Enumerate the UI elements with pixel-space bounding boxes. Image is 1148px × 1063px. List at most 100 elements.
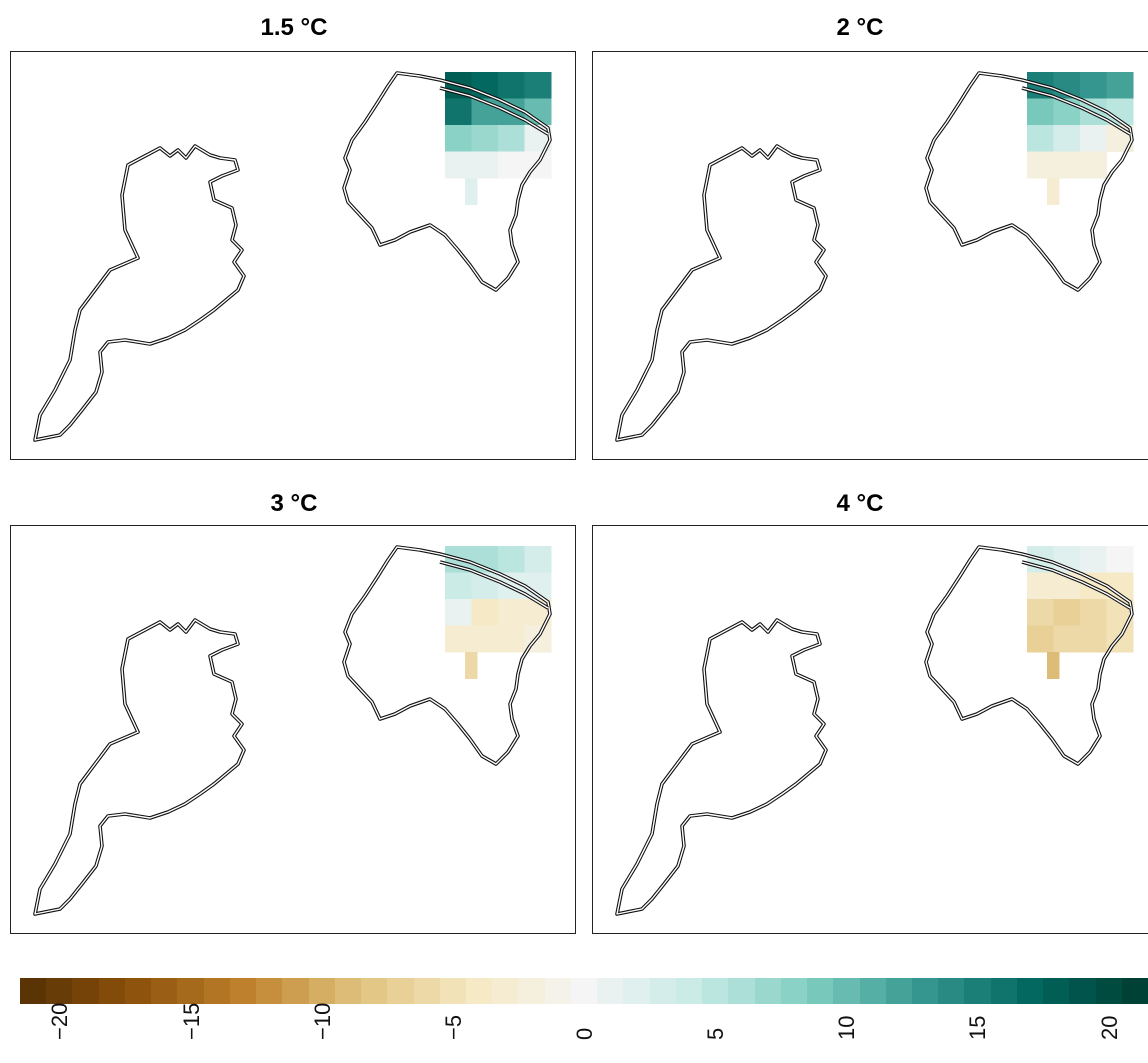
colorbar-swatch	[203, 978, 230, 1004]
raster-cell	[1053, 599, 1081, 626]
raster-cell	[445, 98, 472, 126]
colorbar-swatch	[702, 978, 729, 1004]
raster-cell	[1027, 625, 1054, 653]
coastline-inner	[439, 87, 549, 135]
region-outline-right-inner	[343, 72, 551, 291]
colorbar-swatch	[334, 978, 362, 1004]
colorbar-swatch	[124, 978, 152, 1004]
colorbar-swatch	[1043, 978, 1070, 1004]
colorbar-swatch	[1016, 978, 1044, 1004]
colorbar-swatch	[1069, 978, 1096, 1004]
panel-title-1: 1.5 °C	[260, 14, 328, 41]
raster-cell	[445, 125, 472, 152]
region-outline-right-inner	[925, 72, 1133, 291]
raster-cell	[1027, 151, 1054, 179]
colorbar-tick-label: −5	[440, 1014, 466, 1040]
colorbar	[20, 978, 1148, 1004]
colorbar-tick-label: 5	[703, 1027, 729, 1040]
raster-cell	[445, 151, 472, 179]
raster-cell	[445, 572, 472, 600]
colorbar-tick-label: 10	[834, 1015, 860, 1040]
colorbar-swatch	[177, 978, 204, 1004]
colorbar-swatch	[151, 978, 178, 1004]
map-panel-3	[10, 525, 576, 934]
colorbar-swatch	[964, 978, 991, 1004]
raster-cell	[498, 72, 525, 99]
raster-cell	[1053, 125, 1081, 152]
colorbar-tick-label: −10	[309, 1002, 335, 1040]
colorbar-swatch	[413, 978, 440, 1004]
colorbar-swatch	[282, 978, 309, 1004]
coastline-inner	[1021, 561, 1131, 609]
colorbar-swatch	[807, 978, 834, 1004]
raster-cell	[1080, 125, 1107, 152]
raster-cell	[465, 652, 478, 679]
map-layer	[33, 71, 1134, 916]
raster-cell	[1027, 98, 1054, 126]
raster-cell	[1106, 72, 1134, 99]
raster-cell	[498, 125, 525, 152]
colorbar-swatch	[649, 978, 676, 1004]
raster-cell	[471, 599, 499, 626]
region-outline-right-inner	[925, 546, 1133, 765]
region-outline-left	[33, 618, 246, 916]
raster-cell	[524, 546, 552, 573]
raster-cell	[471, 125, 499, 152]
colorbar-tick-label: 0	[572, 1027, 597, 1040]
colorbar-swatch	[46, 978, 73, 1004]
colorbar-swatch	[754, 978, 781, 1004]
colorbar-swatch	[938, 978, 965, 1004]
raster-cell	[1027, 572, 1054, 600]
raster-cell	[1047, 178, 1060, 205]
panel-title-4: 4 °C	[836, 490, 884, 517]
colorbar-swatch	[885, 978, 912, 1004]
colorbar-swatch	[492, 978, 519, 1004]
raster-cell	[498, 546, 525, 573]
colorbar-swatch	[570, 978, 598, 1004]
region-outline-left	[615, 618, 828, 916]
raster-cell	[1047, 652, 1060, 679]
map-panel-4-content	[615, 545, 1134, 916]
raster-cell	[1027, 125, 1054, 152]
raster-cell	[445, 599, 472, 626]
raster-cell	[1080, 546, 1107, 573]
colorbar-swatch	[518, 978, 545, 1004]
region-outline-right-inner	[343, 546, 551, 765]
colorbar-swatch	[675, 978, 703, 1004]
region-outline-left	[33, 144, 246, 442]
raster-cell	[1027, 599, 1054, 626]
colorbar-swatch	[859, 978, 886, 1004]
raster-cell	[1053, 625, 1081, 653]
raster-cell	[1080, 599, 1107, 626]
colorbar-tick-label: −15	[178, 1002, 204, 1040]
colorbar-swatch	[1121, 978, 1148, 1004]
colorbar-swatch	[229, 978, 257, 1004]
panel-title-3: 3 °C	[270, 490, 318, 517]
raster-cell	[524, 72, 552, 99]
raster-cell	[1080, 151, 1107, 179]
raster-cell	[465, 178, 478, 205]
map-panel-4	[592, 525, 1148, 934]
region-outline-left-inner	[34, 619, 245, 915]
colorbar-tick-label: 15	[965, 1015, 991, 1040]
region-outline-left-inner	[34, 145, 245, 441]
colorbar-swatch	[387, 978, 414, 1004]
region-outline-left-inner	[616, 619, 827, 915]
coastline-inner	[439, 561, 549, 609]
colorbar-swatch	[361, 978, 388, 1004]
colorbar-swatch	[20, 978, 47, 1004]
colorbar-swatch	[256, 978, 283, 1004]
raster-cell	[498, 625, 525, 653]
region-outline-left	[615, 144, 828, 442]
coastline-inner	[1021, 87, 1131, 135]
colorbar-swatch	[72, 978, 99, 1004]
raster-cell	[1053, 151, 1081, 179]
panel-title-2: 2 °C	[836, 14, 884, 41]
raster-cell	[1080, 625, 1107, 653]
colorbar-swatch	[990, 978, 1017, 1004]
colorbar-swatch	[833, 978, 860, 1004]
map-panel-1-content	[33, 71, 552, 442]
colorbar-swatch	[465, 978, 493, 1004]
map-panel-2-content	[615, 71, 1134, 442]
colorbar-tick-label: 20	[1096, 1015, 1122, 1040]
